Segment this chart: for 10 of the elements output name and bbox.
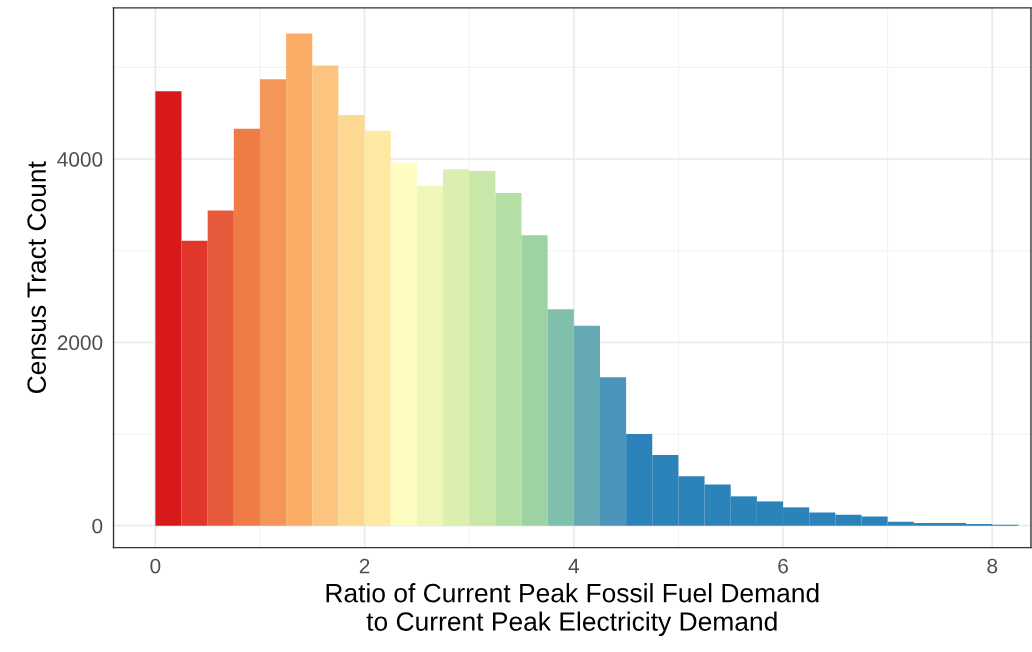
y-axis-title: Census Tract Count bbox=[27, 161, 46, 394]
x-tick-label: 2 bbox=[359, 558, 370, 574]
x-tick-label: 6 bbox=[778, 558, 788, 574]
y-tick-label: 4000 bbox=[57, 152, 103, 167]
y-tick-label: 0 bbox=[92, 518, 103, 534]
x-axis-title: Ratio of Current Peak Fossil Fuel Demand to Current Peak Electricity Demand bbox=[326, 583, 819, 637]
x-tick-label: 4 bbox=[568, 558, 579, 574]
y-tick-label: 2000 bbox=[57, 335, 103, 351]
x-tick-label: 0 bbox=[150, 558, 161, 574]
x-tick-label: 8 bbox=[987, 558, 998, 574]
